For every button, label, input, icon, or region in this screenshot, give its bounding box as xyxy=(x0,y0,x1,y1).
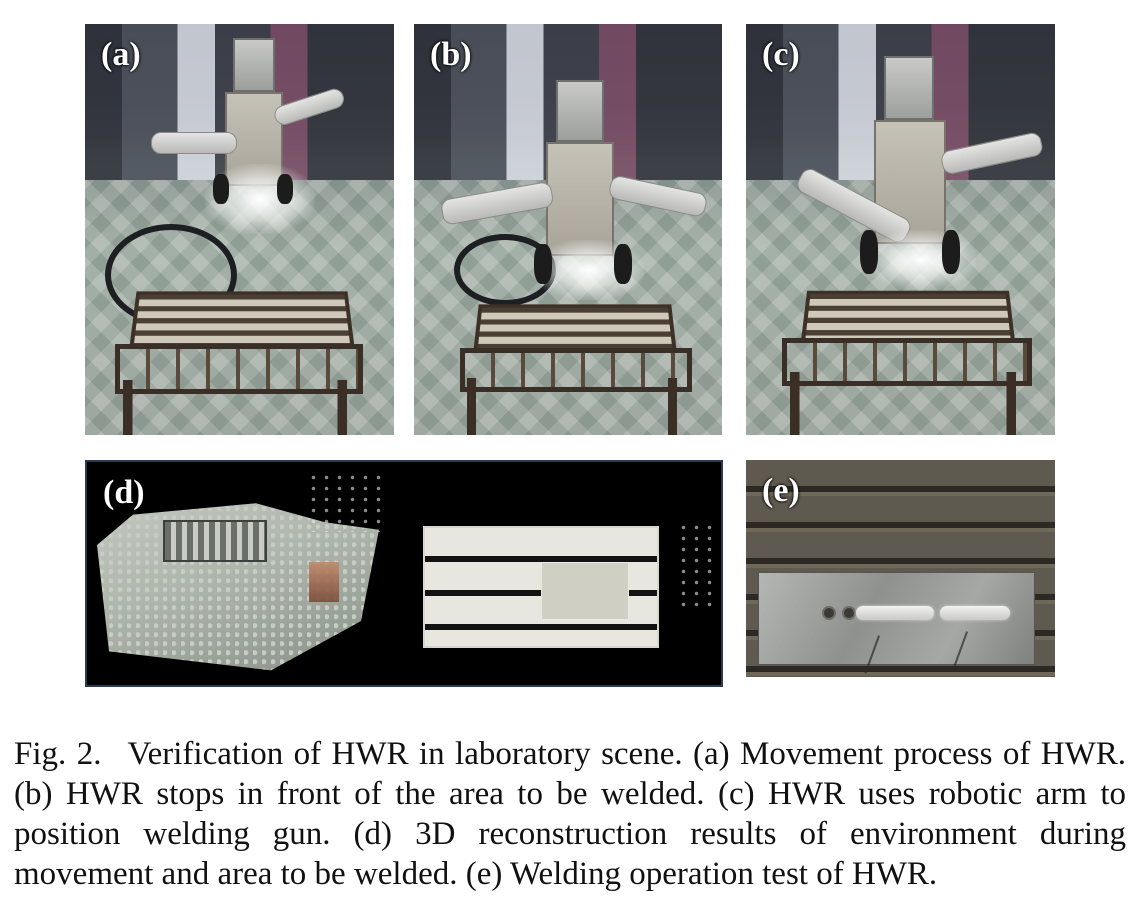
panel-label-b: (b) xyxy=(430,38,472,72)
photo-panel-c: (c) xyxy=(746,24,1055,435)
reconstruction-panel-d: (d) xyxy=(85,460,723,687)
weld-test-panel-e: (e) xyxy=(746,460,1055,677)
robot-wheel xyxy=(942,230,960,274)
panel-label-a: (a) xyxy=(101,38,141,72)
weld-spot xyxy=(842,606,856,620)
table-legs xyxy=(458,378,686,435)
robot-point-cloud xyxy=(309,562,339,602)
robot-wheel xyxy=(860,230,878,274)
robot-head xyxy=(556,80,604,142)
panel-label-e: (e) xyxy=(762,474,800,508)
panel-label-d: (d) xyxy=(103,476,145,510)
robot-arm-left xyxy=(151,132,237,154)
table-point-cloud xyxy=(163,520,267,562)
welding-table xyxy=(129,291,354,348)
robot-wheel xyxy=(277,174,293,204)
weld-bead xyxy=(940,606,1010,620)
point-cloud-speckle xyxy=(307,472,387,532)
robot-wheel xyxy=(534,244,552,284)
weld-spot xyxy=(822,606,836,620)
robot-wheel xyxy=(614,244,632,284)
weld-plate-point-cloud xyxy=(541,562,629,620)
welding-table xyxy=(801,291,1015,343)
robot-body xyxy=(546,142,614,256)
caption-text: Verification of HWR in laboratory scene.… xyxy=(14,736,1126,892)
robot-head xyxy=(884,56,934,120)
point-cloud-speckle xyxy=(677,522,717,612)
figure-number: Fig. 2. xyxy=(14,736,101,772)
photo-panel-b: (b) xyxy=(414,24,722,435)
robot-wheel xyxy=(213,174,229,204)
photo-panel-a: (a) xyxy=(85,24,394,435)
welding-table xyxy=(473,304,677,353)
table-legs xyxy=(780,372,1026,435)
robot-head xyxy=(233,38,275,92)
figure-caption: Fig. 2. Verification of HWR in laboratory… xyxy=(14,734,1126,894)
weld-bead xyxy=(856,606,934,620)
panel-label-c: (c) xyxy=(762,38,800,72)
table-legs xyxy=(113,380,357,435)
